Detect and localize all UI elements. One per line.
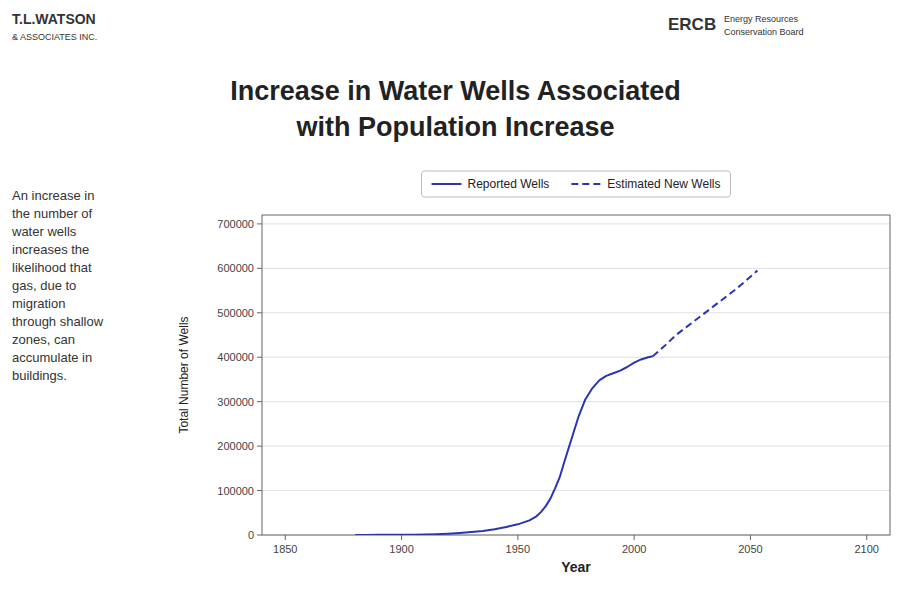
tick-label: 100000: [217, 485, 254, 497]
logo-text: ERCB: [668, 15, 716, 34]
tick: [257, 446, 262, 447]
subtitle: with Population Increase: [295, 112, 614, 142]
series-group: [355, 271, 757, 535]
legend: Reported Wells Estimated New Wells: [422, 171, 731, 197]
tick: [634, 535, 635, 540]
grid-line: [262, 312, 890, 313]
grid-line: [262, 268, 890, 269]
tick: [257, 268, 262, 269]
legend-label: Reported Wells: [468, 177, 550, 191]
series-line: [653, 271, 758, 357]
side-text: An increase in the number of water wells in…: [11, 188, 104, 383]
side-text-line: buildings.: [12, 368, 67, 383]
tick-label: 2050: [738, 543, 762, 555]
legend-box: [422, 171, 731, 197]
tick: [257, 535, 262, 536]
tick: [401, 535, 402, 540]
tick-label: 1850: [273, 543, 297, 555]
tick-label: 700000: [217, 218, 254, 230]
side-text-line: migration: [12, 296, 65, 311]
side-text-line: An increase in: [12, 188, 94, 203]
tick-label: 1900: [389, 543, 413, 555]
tick: [257, 223, 262, 224]
tick: [257, 357, 262, 358]
tick-label: 2100: [854, 543, 878, 555]
tick-label: 1950: [506, 543, 530, 555]
side-text-line: through shallow: [12, 314, 104, 329]
legend-label: Estimated New Wells: [607, 177, 720, 191]
tick: [750, 535, 751, 540]
tick: [285, 535, 286, 540]
logo-text: Conservation Board: [724, 27, 804, 37]
x-axis-label: Year: [561, 559, 591, 575]
legend-swatch: [571, 183, 601, 185]
tick: [866, 535, 867, 540]
grid-line: [262, 446, 890, 447]
plot-area: [262, 215, 890, 535]
side-text-line: increases the: [12, 242, 89, 257]
grid-line: [262, 223, 890, 224]
side-text-line: zones, can: [12, 332, 75, 347]
tick-label: 0: [248, 529, 254, 541]
tick-label: 300000: [217, 396, 254, 408]
grid-line: [262, 401, 890, 402]
tick-label: 400000: [217, 351, 254, 363]
tick-label: 200000: [217, 440, 254, 452]
tick: [257, 490, 262, 491]
series-line: [355, 356, 653, 535]
tick-label: 500000: [217, 307, 254, 319]
title: Increase in Water Wells Associated: [230, 76, 681, 106]
side-text-line: water wells: [11, 224, 77, 239]
logo-text: Energy Resources: [724, 14, 799, 24]
logo-text: & ASSOCIATES INC.: [12, 32, 97, 42]
legend-swatch: [432, 183, 462, 185]
y-axis-label: Total Number of Wells: [177, 316, 191, 433]
chart: T.L.WATSON & ASSOCIATES INC. ERCB Energy Re…: [0, 0, 911, 592]
axes: 0 100000 200000 300000 400000 500000 600000 700…: [217, 215, 890, 555]
grid-line: [262, 490, 890, 491]
tick: [517, 535, 518, 540]
tick: [257, 401, 262, 402]
logo-text: T.L.WATSON: [12, 11, 96, 27]
side-text-line: likelihood that: [12, 260, 92, 275]
tick-label: 600000: [217, 262, 254, 274]
grid-line: [262, 357, 890, 358]
side-text-line: gas, due to: [12, 278, 76, 293]
side-text-line: the number of: [12, 206, 93, 221]
plot-frame: [262, 215, 890, 535]
tick-label: 2000: [622, 543, 646, 555]
tick: [257, 312, 262, 313]
background: [0, 0, 911, 592]
side-text-line: accumulate in: [12, 350, 92, 365]
